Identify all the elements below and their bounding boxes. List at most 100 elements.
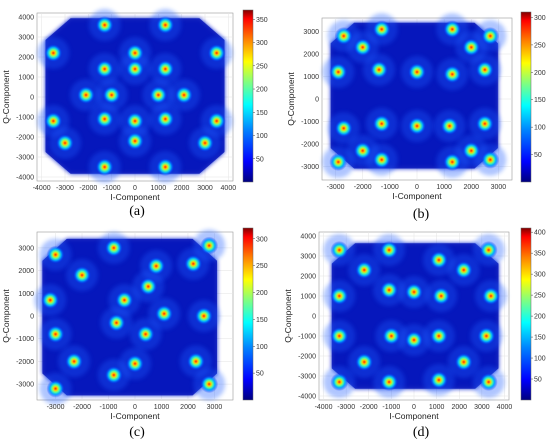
constellation-point — [443, 65, 462, 84]
y-tick-label: -2000 — [298, 354, 316, 361]
constellation-point — [330, 287, 349, 305]
colorbar-tick-label: 300 — [534, 15, 546, 22]
constellation-point — [334, 119, 353, 138]
y-tick-label: 1000 — [300, 294, 316, 301]
x-tick-label: 1000 — [429, 404, 445, 411]
constellation-point — [207, 44, 226, 62]
colorbar-tick-label: 100 — [256, 344, 268, 351]
y-tick-label: -4000 — [16, 175, 34, 182]
y-tick-label: -2000 — [16, 359, 34, 366]
y-tick-label: -1000 — [301, 119, 319, 126]
constellation-point — [334, 27, 353, 45]
x-tick-label: -1000 — [381, 184, 399, 191]
constellation-point — [139, 277, 158, 296]
constellation-point — [372, 20, 391, 39]
y-tick-label: -2000 — [16, 135, 34, 142]
colorbar-tick-label: 250 — [534, 293, 546, 300]
y-tick-label: -2000 — [301, 142, 319, 149]
x-tick-label: 0 — [133, 404, 137, 411]
colorbar — [242, 227, 254, 401]
colorbar-tick-label: 300 — [256, 236, 268, 243]
x-tick-label: -2000 — [79, 185, 97, 192]
colorbar-tick-label: 300 — [534, 272, 546, 279]
constellation-point — [429, 251, 448, 269]
x-tick-label: -1000 — [382, 404, 400, 411]
constellation-point — [370, 60, 388, 79]
constellation-point — [126, 112, 144, 130]
x-tick-label: -2000 — [360, 404, 378, 411]
constellation-point — [353, 38, 372, 57]
colorbar-tick-label: 150 — [256, 317, 268, 324]
x-tick-label: 3000 — [491, 184, 507, 191]
colorbar-tick-label: 150 — [534, 97, 546, 104]
colorbar — [242, 9, 254, 183]
constellation-point — [454, 353, 473, 371]
colorbar-tick-label: 250 — [534, 42, 546, 49]
constellation-point — [330, 327, 349, 345]
x-tick-label: 2000 — [463, 184, 479, 191]
constellation-point — [330, 241, 349, 259]
constellation-point — [156, 60, 175, 78]
y-tick-label: 3000 — [18, 35, 34, 42]
x-tick-label: 3000 — [474, 404, 490, 411]
x-tick-label: 3000 — [197, 185, 213, 192]
colorbar-tick-label: 200 — [256, 290, 268, 297]
constellation-point — [147, 257, 166, 276]
constellation-point — [462, 141, 481, 160]
constellation-point — [355, 353, 374, 371]
y-tick-label: 3000 — [303, 29, 319, 36]
constellation-point — [405, 283, 423, 301]
constellation-point — [149, 86, 168, 104]
colorbar-tick-label: 200 — [534, 314, 546, 321]
constellation-point — [462, 38, 481, 57]
x-tick-label: 1000 — [151, 185, 167, 192]
panel-caption: (d) — [413, 425, 430, 440]
x-tick-label: 2000 — [174, 185, 190, 192]
constellation-point — [207, 112, 226, 130]
y-tick-label: -3000 — [301, 164, 319, 171]
x-tick-label: 1000 — [436, 184, 452, 191]
x-axis-label: I-Component — [392, 191, 442, 201]
constellation-point — [115, 291, 134, 310]
constellation-point — [475, 60, 494, 79]
constellation-point — [126, 132, 144, 150]
x-tick-label: 3000 — [207, 404, 223, 411]
y-tick-label: 3000 — [18, 245, 34, 252]
x-tick-label: -3000 — [327, 184, 345, 191]
constellation-point — [95, 158, 114, 176]
y-tick-label: 2000 — [300, 274, 316, 281]
x-tick-label: 0 — [412, 404, 416, 411]
constellation-point — [184, 254, 203, 273]
constellation-point — [440, 117, 459, 135]
constellation-point — [156, 158, 175, 176]
y-tick-label: 0 — [312, 314, 316, 321]
x-tick-label: 2000 — [180, 404, 196, 411]
y-axis-label: Q-Component — [1, 289, 11, 343]
y-tick-label: -3000 — [16, 155, 34, 162]
colorbar-tick-label: 200 — [534, 70, 546, 77]
constellation-point — [175, 86, 193, 104]
constellation-point — [95, 60, 114, 78]
panel-caption: (a) — [129, 204, 145, 219]
constellation-point — [196, 134, 214, 152]
y-tick-label: 3000 — [300, 254, 316, 261]
panel-3: -4000 -3000 -2000 -1000 0 1000 2000 3000 4000-40… — [283, 227, 546, 440]
constellation-point — [475, 114, 494, 133]
constellation-point — [156, 16, 175, 34]
constellation-point — [107, 313, 126, 332]
constellation-point — [380, 241, 399, 259]
constellation-point — [481, 27, 500, 45]
constellation-point — [104, 238, 123, 257]
constellation-point — [200, 236, 219, 255]
constellation-point — [46, 325, 65, 344]
colorbar-tick-label: 200 — [256, 87, 268, 94]
colorbar-tick-label: 400 — [534, 230, 546, 237]
constellation-point — [355, 261, 374, 279]
y-tick-label: 2000 — [18, 268, 34, 275]
constellation-point — [481, 287, 500, 305]
x-tick-label: -2000 — [73, 404, 91, 411]
y-tick-label: 0 — [30, 314, 34, 321]
x-axis-label: I-Component — [389, 411, 439, 421]
constellation-point — [380, 281, 399, 299]
